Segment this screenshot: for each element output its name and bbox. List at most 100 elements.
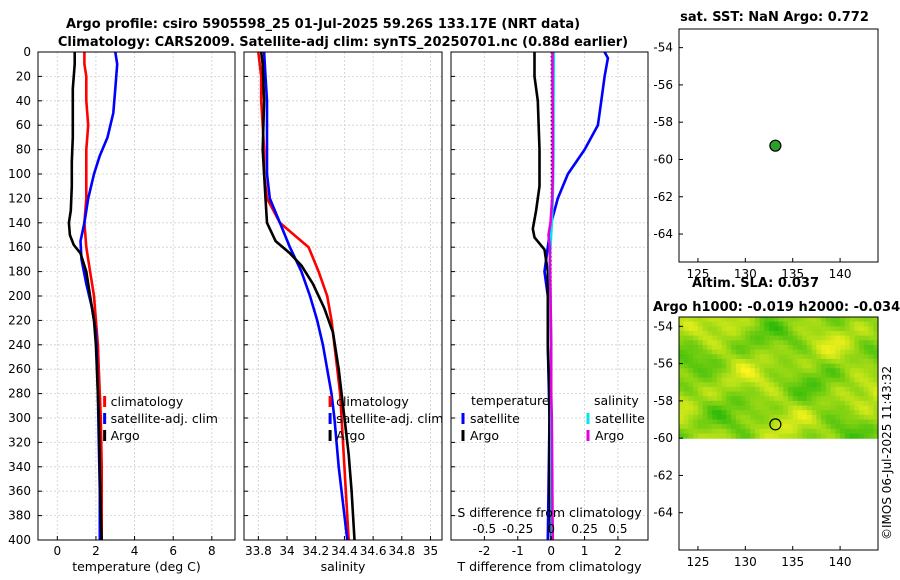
sla-cell [764,396,770,402]
sla-cell [797,358,803,365]
argo-position-marker [769,139,782,152]
sla-cell [797,344,803,351]
map-title: Altim. SLA: 0.037 [692,276,819,291]
sla-cell [702,317,709,323]
sla-cell [716,386,723,393]
sla-cell [707,317,713,323]
sla-cell [783,344,789,351]
sla-cell [721,405,727,411]
sla-cell [844,400,851,407]
sla-cell [745,368,751,374]
sla-cell [726,377,732,383]
y-tick-label: -58 [653,115,673,129]
sla-cell [683,396,690,402]
sla-cell [697,433,704,439]
sla-cell [854,363,860,369]
sla-cell [688,368,694,374]
sla-cell [679,317,685,323]
sla-cell [716,382,723,388]
sla-cell [825,330,832,337]
sla-cell [835,386,841,393]
sla-cell [792,321,799,327]
sla-cell [868,428,874,435]
sla-cell [816,335,822,341]
x-tick-label: 8 [208,544,216,558]
sla-cell [806,330,813,337]
sla-cell [735,377,742,383]
sla-cell [726,410,732,416]
sla-cell [778,335,784,341]
sla-cell [740,433,746,439]
sla-cell [868,433,874,439]
sla-cell [702,386,709,393]
sla-cell [778,330,784,337]
sla-cell [783,433,789,439]
sla-cell [802,414,808,421]
sla-cell [693,419,699,425]
sla-cell [683,372,690,379]
sla-cell [740,419,746,425]
sla-cell [679,372,685,379]
sla-cell [750,386,756,393]
sla-cell [835,405,841,411]
sla-cell [697,368,704,374]
sla-cell [816,405,822,411]
sla-cell [806,433,813,439]
sla-cell [873,340,879,346]
sla-cell [773,368,780,374]
legend-label: Argo [336,428,365,443]
sla-cell [721,377,727,383]
sla-cell [726,326,732,332]
sla-cell [797,386,803,393]
top-axis-label: S difference from climatology [457,505,642,520]
sla-cell [759,354,765,360]
sla-cell [802,410,808,416]
sla-cell [683,335,690,341]
sla-cell [726,363,732,369]
sla-cell [745,382,751,388]
sla-cell [754,396,761,402]
sla-cell [716,326,723,332]
map-title: sat. SST: NaN Argo: 0.772 [680,10,869,25]
sla-cell [769,396,775,402]
sla-cell [721,368,727,374]
sla-cell [702,391,709,397]
sla-cell [693,354,699,360]
sla-cell [849,330,855,337]
sla-cell [697,330,704,337]
sla-cell [769,391,775,397]
sla-cell [835,354,841,360]
sla-cell [811,363,818,369]
x-tick-label: 140 [829,267,852,281]
sla-cell [816,344,822,351]
sla-cell [688,396,694,402]
sla-cell [697,377,704,383]
sla-cell [759,321,765,327]
sla-cell [830,391,836,397]
sla-cell [830,400,836,407]
sla-cell [740,317,746,323]
argo-position-marker [769,418,782,431]
sla-cell [811,428,818,435]
sla-cell [707,386,713,393]
sla-cell [844,354,851,360]
sla-cell [745,386,751,393]
sla-cell [740,354,746,360]
sla-cell [754,414,761,421]
sla-cell [707,368,713,374]
sla-cell [679,382,685,388]
sla-cell [740,321,746,327]
sla-cell [859,405,865,411]
sla-cell [683,386,690,393]
x-tick-label: 125 [686,267,709,281]
sla-cell [721,382,727,388]
sla-cell [816,321,822,327]
sla-cell [688,363,694,369]
sla-cell [688,335,694,341]
sla-cell [806,428,813,435]
sla-cell [868,354,874,360]
sla-cell [816,368,822,374]
x-tick-label: 2 [614,544,622,558]
sla-cell [783,330,789,337]
